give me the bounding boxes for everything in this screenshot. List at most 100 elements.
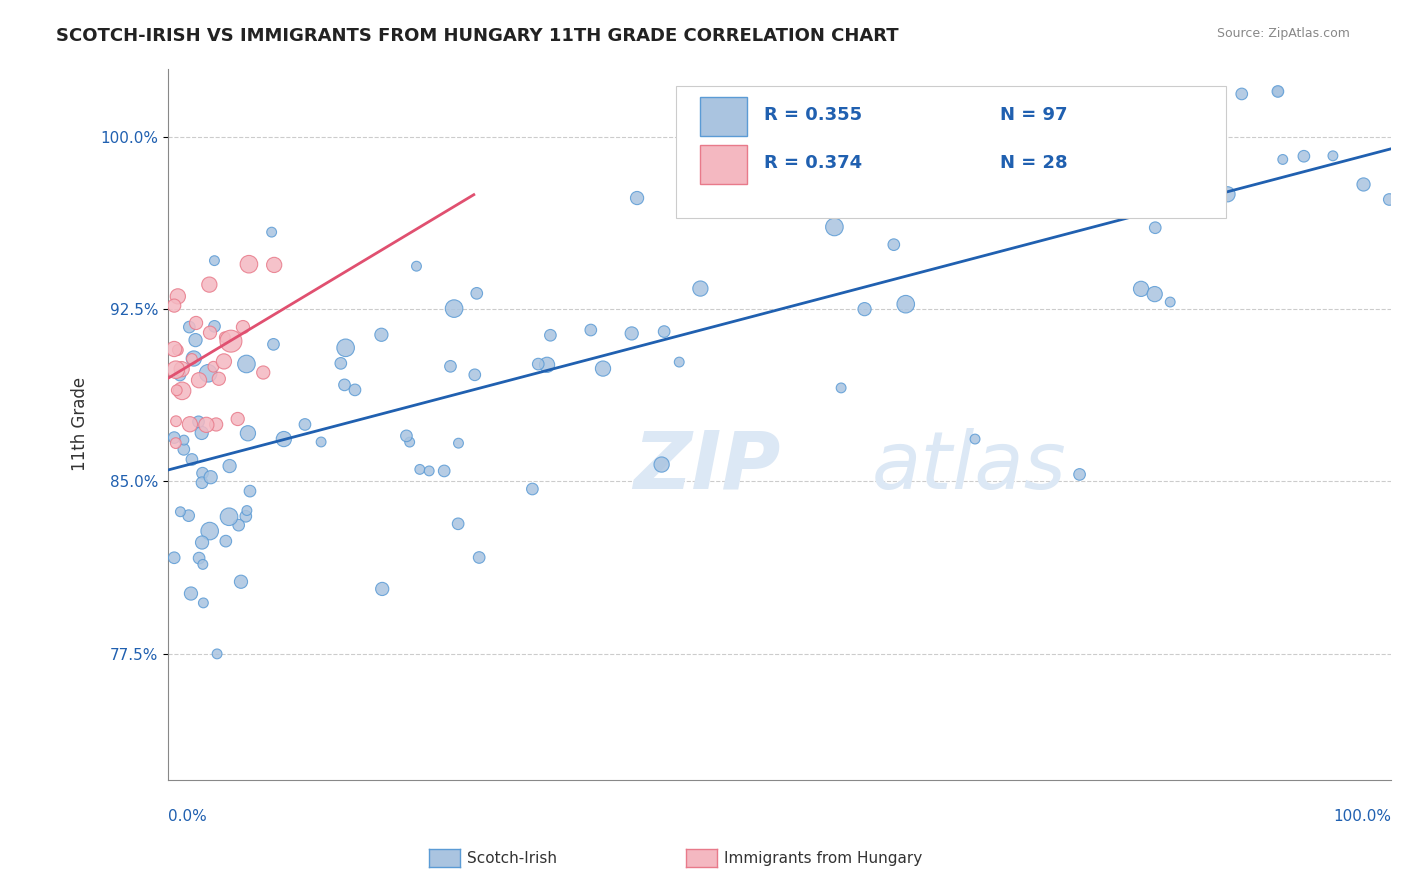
Text: Scotch-Irish: Scotch-Irish xyxy=(467,851,557,865)
Point xyxy=(191,466,214,480)
Point xyxy=(165,436,187,450)
Point xyxy=(235,509,257,524)
Point xyxy=(219,334,242,348)
Point xyxy=(197,366,219,380)
Point xyxy=(239,484,262,499)
Point xyxy=(169,368,191,382)
Point xyxy=(212,354,235,368)
Point xyxy=(464,368,486,382)
Point xyxy=(190,425,212,440)
Point xyxy=(238,257,260,271)
Point xyxy=(232,320,254,334)
Point xyxy=(1271,153,1294,167)
Point xyxy=(668,355,690,369)
Point xyxy=(343,383,366,397)
Point xyxy=(188,551,211,566)
Point xyxy=(163,342,186,356)
Point xyxy=(166,384,188,398)
FancyBboxPatch shape xyxy=(676,87,1226,218)
Text: 0.0%: 0.0% xyxy=(169,810,207,824)
Point xyxy=(252,366,274,380)
FancyBboxPatch shape xyxy=(700,97,747,136)
Point xyxy=(1322,149,1344,163)
Point xyxy=(447,516,470,531)
Point xyxy=(1130,282,1153,296)
Point xyxy=(309,434,332,449)
Point xyxy=(188,373,211,387)
Point xyxy=(170,362,193,376)
Point xyxy=(1292,149,1315,163)
Point xyxy=(180,351,202,366)
Point xyxy=(329,356,352,370)
Point xyxy=(173,442,195,457)
Point xyxy=(1267,85,1289,99)
Point xyxy=(184,316,207,330)
Point xyxy=(204,253,226,268)
Point xyxy=(443,301,465,316)
Point xyxy=(205,647,228,661)
Point xyxy=(1230,87,1253,101)
Point xyxy=(260,225,283,239)
Point xyxy=(468,550,491,565)
Point xyxy=(579,323,602,337)
Point xyxy=(1156,200,1178,214)
Point xyxy=(228,518,250,533)
Text: 100.0%: 100.0% xyxy=(1333,810,1391,824)
Text: SCOTCH-IRISH VS IMMIGRANTS FROM HUNGARY 11TH GRADE CORRELATION CHART: SCOTCH-IRISH VS IMMIGRANTS FROM HUNGARY … xyxy=(56,27,898,45)
Point xyxy=(1159,295,1181,310)
Point xyxy=(1029,85,1052,99)
Point xyxy=(1143,287,1166,301)
Point xyxy=(398,435,420,450)
Point xyxy=(536,358,558,372)
Point xyxy=(626,191,648,205)
Point xyxy=(830,381,852,395)
Point xyxy=(184,333,207,347)
Point xyxy=(215,534,238,549)
Text: R = 0.355: R = 0.355 xyxy=(763,106,862,124)
Point xyxy=(652,325,675,339)
Point xyxy=(187,415,209,429)
Point xyxy=(894,297,917,311)
Point xyxy=(447,436,470,450)
Point xyxy=(963,432,986,446)
Point xyxy=(1378,193,1400,207)
Point xyxy=(163,550,186,565)
Point xyxy=(191,558,214,572)
Point xyxy=(405,259,427,273)
Point xyxy=(229,574,252,589)
Text: ZIP: ZIP xyxy=(633,428,780,506)
Point xyxy=(235,357,257,371)
Point xyxy=(823,219,845,234)
Point xyxy=(263,258,285,272)
Point xyxy=(195,417,218,432)
Text: Source: ZipAtlas.com: Source: ZipAtlas.com xyxy=(1216,27,1350,40)
Point xyxy=(371,582,394,596)
Point xyxy=(177,508,200,523)
Point xyxy=(1144,220,1167,235)
FancyBboxPatch shape xyxy=(700,145,747,185)
Point xyxy=(273,432,295,446)
Text: Immigrants from Hungary: Immigrants from Hungary xyxy=(724,851,922,865)
Point xyxy=(409,462,432,476)
Point xyxy=(522,482,544,496)
Point xyxy=(166,289,188,303)
Point xyxy=(193,596,215,610)
Point xyxy=(191,475,214,490)
Point xyxy=(333,377,356,392)
Point xyxy=(395,429,418,443)
Point xyxy=(263,337,285,351)
Point xyxy=(165,362,187,376)
Point xyxy=(1353,178,1375,192)
Point xyxy=(527,357,550,371)
Point xyxy=(170,384,193,398)
Point xyxy=(651,458,673,472)
Point xyxy=(205,417,228,432)
Point xyxy=(433,464,456,478)
Text: N = 28: N = 28 xyxy=(1000,154,1067,172)
Point xyxy=(236,426,259,441)
Y-axis label: 11th Grade: 11th Grade xyxy=(72,377,89,471)
Point xyxy=(592,361,614,376)
Point xyxy=(465,286,488,301)
Point xyxy=(166,343,188,357)
Point xyxy=(1125,198,1147,212)
